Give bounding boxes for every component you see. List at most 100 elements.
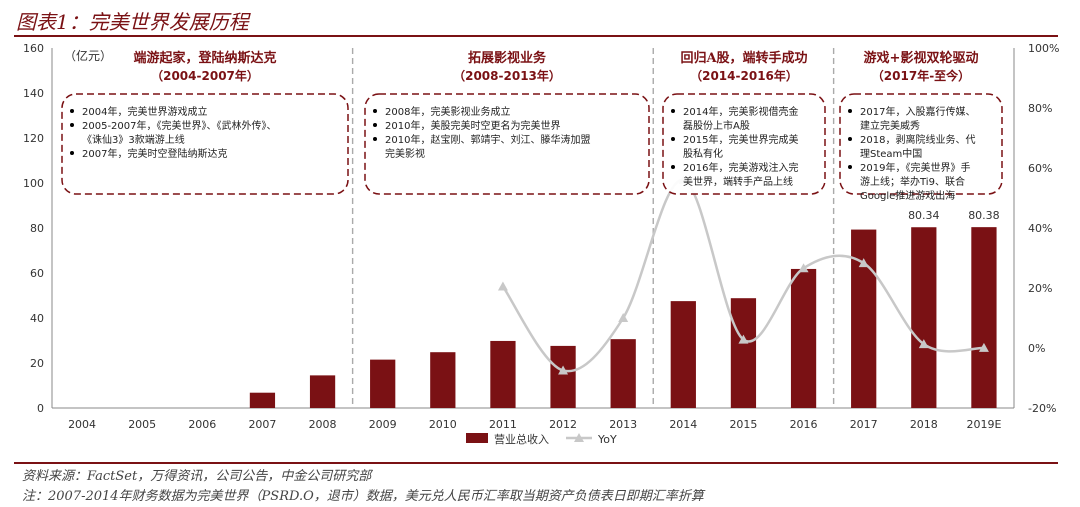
period-callout-box xyxy=(662,93,826,195)
legend-line-marker xyxy=(574,433,584,442)
x-tick-label: 2019E xyxy=(966,418,1001,431)
x-tick-label: 2011 xyxy=(489,418,517,431)
bullet-dot xyxy=(848,137,852,141)
period-item-line: 2019年，《完美世界》手 xyxy=(860,161,970,174)
period-callout-box xyxy=(364,93,650,195)
revenue-yoy-chart: 0 20 40 60 80 100 120 140 160 -20% 0% 20% 40% 60% 80% 1… xyxy=(23,42,1059,446)
y2-tick-label: 0% xyxy=(1028,342,1045,355)
period-item-line: 股私有化 xyxy=(683,147,723,160)
yoy-point xyxy=(918,339,929,349)
bar-2008 xyxy=(309,375,336,408)
period-callout-box xyxy=(61,93,349,195)
yoy-point xyxy=(497,281,508,291)
yoy-point xyxy=(858,258,869,268)
bar-2017 xyxy=(851,229,877,408)
x-tick-label: 2007 xyxy=(248,418,276,431)
x-tick-label: 2008 xyxy=(309,418,337,431)
x-tick-label: 2018 xyxy=(910,418,938,431)
x-tick-label: 2012 xyxy=(549,418,577,431)
period-item-line: 理Steam中国 xyxy=(860,147,922,160)
footnote: 注：2007-2014年财务数据为完美世界（PSRD.O，退市）数据，美元兑人民… xyxy=(22,489,704,504)
period-callout-box xyxy=(839,93,1003,195)
y-tick-label: 0 xyxy=(37,402,44,415)
yoy-point xyxy=(738,334,749,344)
x-tick-label: 2015 xyxy=(729,418,757,431)
y2-tick-label: 40% xyxy=(1028,222,1052,235)
yoy-point xyxy=(558,365,569,375)
period-item-line: 2016年，完美游戏注入完 xyxy=(683,161,798,174)
period-years: （2004-2007年） xyxy=(151,68,259,83)
y-tick-label: 20 xyxy=(30,357,44,370)
x-tick-label: 2017 xyxy=(850,418,878,431)
period-header: 拓展影视业务 xyxy=(468,50,547,66)
period-item-line: 2015年，完美世界完成美 xyxy=(683,133,798,146)
period-years: （2017年-至今） xyxy=(872,68,970,83)
title-rule xyxy=(14,35,1058,37)
y-tick-label: 100 xyxy=(23,177,44,190)
period-item-line: 游上线；举办Ti9、联合 xyxy=(860,175,965,188)
y-tick-label: 40 xyxy=(30,312,44,325)
bullet-dot xyxy=(373,137,377,141)
period-item-line: 《诛仙3》3款端游上线 xyxy=(82,133,185,146)
bullet-dot xyxy=(671,165,675,169)
bullet-dot xyxy=(671,137,675,141)
period-item-line: 2010年，赵宝刚、郭靖宇、刘江、滕华涛加盟 xyxy=(385,133,590,146)
period-item-line: Google推进游戏出海 xyxy=(860,189,955,202)
bar-2019E xyxy=(971,227,997,408)
footer-rule xyxy=(14,462,1058,464)
x-tick-label: 2013 xyxy=(609,418,637,431)
period-years: （2014-2016年） xyxy=(690,68,798,83)
bar-2016 xyxy=(790,268,817,408)
period-item-line: 2017年，入股嘉行传媒、 xyxy=(860,105,975,118)
period-item-line: 2014年，完美影视借壳金 xyxy=(683,105,798,118)
period-item-line: 美世界，端转手产品上线 xyxy=(683,175,793,188)
bar-2007 xyxy=(249,392,276,408)
bullet-dot xyxy=(373,123,377,127)
bar-2009 xyxy=(370,359,396,408)
yoy-point xyxy=(618,313,629,322)
source-note: 资料来源：FactSet，万得资讯，公司公告，中金公司研究部 xyxy=(22,469,372,484)
period-item-line: 建立完美威秀 xyxy=(860,119,920,132)
period-item-line: 2018，剥离院线业务、代 xyxy=(860,133,975,146)
y-tick-label: 140 xyxy=(23,87,44,100)
bar-2013 xyxy=(610,339,636,408)
data-label: 80.34 xyxy=(908,209,940,222)
bar-2010 xyxy=(430,352,456,408)
figure-title: 图表1：完美世界发展历程 xyxy=(16,10,249,34)
bar-2018 xyxy=(911,227,937,408)
period-years: （2008-2013年） xyxy=(453,68,561,83)
period-item-line: 2007年，完美时空登陆纳斯达克 xyxy=(82,147,227,160)
y2-tick-label: 20% xyxy=(1028,282,1052,295)
y-tick-label: 60 xyxy=(30,267,44,280)
x-tick-label: 2010 xyxy=(429,418,457,431)
bullet-dot xyxy=(848,109,852,113)
y2-tick-label: 80% xyxy=(1028,102,1052,115)
y-tick-label: 120 xyxy=(23,132,44,145)
bar-2012 xyxy=(550,345,576,408)
bar-2014 xyxy=(670,301,696,408)
bullet-dot xyxy=(70,109,74,113)
y2-tick-label: 60% xyxy=(1028,162,1052,175)
bullet-dot xyxy=(373,109,377,113)
period-item-line: 2005-2007年，《完美世界》、《武林外传》、 xyxy=(82,119,277,132)
x-tick-label: 2014 xyxy=(669,418,697,431)
x-tick-label: 2016 xyxy=(790,418,818,431)
yoy-line xyxy=(501,178,985,373)
legend-bar-swatch xyxy=(466,433,488,443)
period-item-line: 2010年，美股完美时空更名为完美世界 xyxy=(385,119,560,132)
y2-tick-label: 100% xyxy=(1028,42,1059,55)
yoy-point xyxy=(978,342,989,352)
data-label: 80.38 xyxy=(968,209,1000,222)
bullet-dot xyxy=(671,109,675,113)
period-item-line: 完美影视 xyxy=(385,147,425,160)
x-tick-label: 2005 xyxy=(128,418,156,431)
bar-2011 xyxy=(490,340,516,408)
bullet-dot xyxy=(70,123,74,127)
period-item-line: 磊股份上市A股 xyxy=(683,119,750,132)
x-tick-label: 2006 xyxy=(188,418,216,431)
legend-bar-label: 营业总收入 xyxy=(494,432,549,446)
y2-tick-label: -20% xyxy=(1028,402,1056,415)
legend-line-label: YoY xyxy=(597,433,617,446)
period-header: 游戏+影视双轮驱动 xyxy=(864,50,979,66)
yoy-point xyxy=(798,263,809,273)
